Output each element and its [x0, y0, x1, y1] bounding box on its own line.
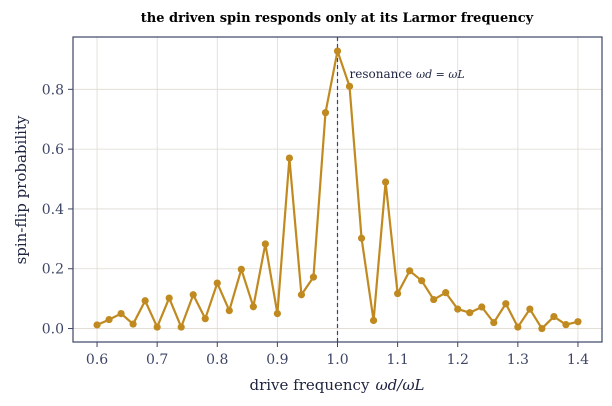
data-point-23 [369, 316, 378, 325]
data-point-40 [574, 318, 582, 326]
y-tick-label-2: 0.4 [42, 202, 64, 218]
x-tick-label-3: 0.9 [266, 352, 288, 368]
x-tick-label-1: 0.7 [146, 352, 168, 368]
data-point-35 [514, 323, 522, 331]
data-point-19 [321, 109, 330, 117]
x-tick-label-0: 0.6 [86, 352, 108, 368]
data-point-16 [285, 154, 294, 162]
data-point-21 [345, 82, 354, 90]
x-axis-label-math: ωd/ωL [375, 376, 424, 394]
data-point-5 [153, 323, 161, 331]
data-point-15 [273, 309, 281, 318]
data-point-18 [309, 273, 318, 281]
data-point-2 [117, 309, 125, 318]
data-point-33 [490, 318, 498, 327]
data-point-36 [526, 305, 534, 313]
data-point-7 [177, 323, 185, 331]
x-tick-label-5: 1.1 [386, 352, 408, 368]
data-point-20 [333, 47, 342, 55]
data-point-25 [394, 289, 402, 298]
x-tick-label-7: 1.3 [507, 352, 529, 368]
data-point-27 [418, 277, 426, 285]
chart-title: the driven spin responds only at its Lar… [141, 11, 534, 26]
data-point-17 [297, 291, 306, 299]
data-point-1 [105, 315, 113, 324]
y-axis-ticks: 0.0 0.2 0.4 0.6 0.8 [42, 82, 73, 338]
data-point-34 [502, 300, 510, 308]
series-points [93, 47, 582, 333]
data-point-12 [237, 265, 245, 273]
x-tick-label-6: 1.2 [447, 352, 469, 368]
y-tick-label-0: 0.0 [42, 322, 64, 338]
data-point-3 [129, 320, 137, 328]
data-point-0 [93, 321, 101, 329]
data-point-38 [550, 312, 558, 321]
data-point-14 [261, 240, 269, 248]
resonance-annotation-math: ωd = ωL [416, 68, 465, 81]
data-point-6 [165, 294, 173, 302]
data-point-37 [538, 324, 546, 333]
x-axis-ticks: 0.6 0.7 0.8 0.9 1.0 1.1 1.2 1.3 1.4 [86, 342, 589, 368]
x-axis-label: drive frequency ωd/ωL [249, 376, 424, 394]
data-point-24 [381, 178, 390, 186]
y-tick-label-4: 0.8 [42, 82, 64, 98]
data-point-8 [189, 291, 197, 299]
y-axis-label: spin-flip probability [12, 115, 30, 264]
data-point-39 [562, 321, 570, 329]
data-point-32 [478, 303, 486, 311]
x-tick-label-8: 1.4 [567, 352, 589, 368]
data-point-4 [141, 297, 149, 305]
data-point-13 [249, 303, 257, 311]
x-tick-label-2: 0.8 [206, 352, 228, 368]
data-point-22 [357, 234, 366, 242]
data-point-11 [225, 307, 233, 315]
y-tick-label-1: 0.2 [42, 262, 64, 278]
data-point-29 [442, 289, 450, 297]
data-point-9 [201, 315, 209, 323]
x-tick-label-4: 1.0 [326, 352, 348, 368]
y-tick-label-3: 0.6 [42, 142, 64, 158]
data-point-10 [213, 279, 221, 287]
data-point-31 [466, 309, 474, 317]
data-point-28 [430, 295, 438, 304]
resonance-annotation-text: resonance [350, 67, 413, 81]
resonance-marker: resonance ωd = ωL [336, 37, 465, 342]
resonance-annotation: resonance ωd = ωL [350, 67, 465, 81]
data-point-30 [454, 305, 462, 313]
data-point-26 [406, 267, 414, 275]
x-axis-label-text: drive frequency [249, 376, 369, 394]
